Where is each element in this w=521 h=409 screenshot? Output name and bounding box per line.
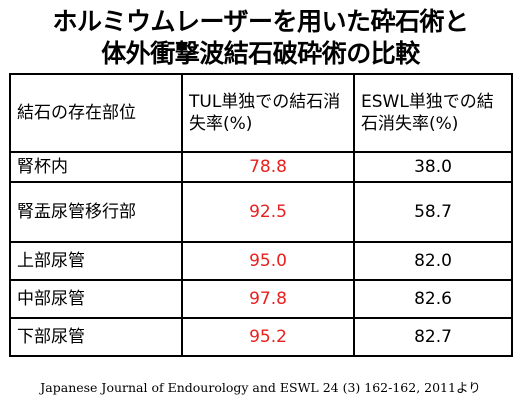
row-eswl-value: 38.0 [353, 151, 513, 183]
header-location: 結石の存在部位 [9, 73, 183, 153]
source-citation: Japanese Journal of Endourology and ESWL… [40, 380, 481, 395]
row-location: 腎盂尿管移行部 [9, 181, 183, 243]
title-line-1: ホルミウムレーザーを用いた砕石術と [52, 7, 469, 36]
row-eswl-value: 82.0 [353, 241, 513, 281]
table-row: 中部尿管 97.8 82.6 [9, 279, 513, 319]
row-eswl-value: 82.6 [353, 279, 513, 319]
slide-title: ホルミウムレーザーを用いた砕石術と 体外衝撃波結石破砕術の比較 [0, 6, 521, 70]
row-location: 下部尿管 [9, 317, 183, 357]
header-tul-rate: TUL単独での結石消失率(%) [181, 73, 355, 153]
row-location: 中部尿管 [9, 279, 183, 319]
row-tul-value: 95.2 [181, 317, 355, 357]
table-header-row: 結石の存在部位 TUL単独での結石消失率(%) ESWL単独での結石消失率(%) [9, 73, 513, 153]
table-row: 上部尿管 95.0 82.0 [9, 241, 513, 281]
comparison-table: 結石の存在部位 TUL単独での結石消失率(%) ESWL単独での結石消失率(%)… [9, 73, 513, 357]
row-tul-value: 92.5 [181, 181, 355, 243]
row-eswl-value: 58.7 [353, 181, 513, 243]
table-row: 下部尿管 95.2 82.7 [9, 317, 513, 357]
header-eswl-rate: ESWL単独での結石消失率(%) [353, 73, 513, 153]
table-row: 腎盂尿管移行部 92.5 58.7 [9, 181, 513, 243]
row-eswl-value: 82.7 [353, 317, 513, 357]
row-tul-value: 97.8 [181, 279, 355, 319]
row-tul-value: 78.8 [181, 151, 355, 183]
row-tul-value: 95.0 [181, 241, 355, 281]
table-row: 腎杯内 78.8 38.0 [9, 151, 513, 183]
row-location: 上部尿管 [9, 241, 183, 281]
title-line-2: 体外衝撃波結石破砕術の比較 [101, 39, 420, 68]
row-location: 腎杯内 [9, 151, 183, 183]
